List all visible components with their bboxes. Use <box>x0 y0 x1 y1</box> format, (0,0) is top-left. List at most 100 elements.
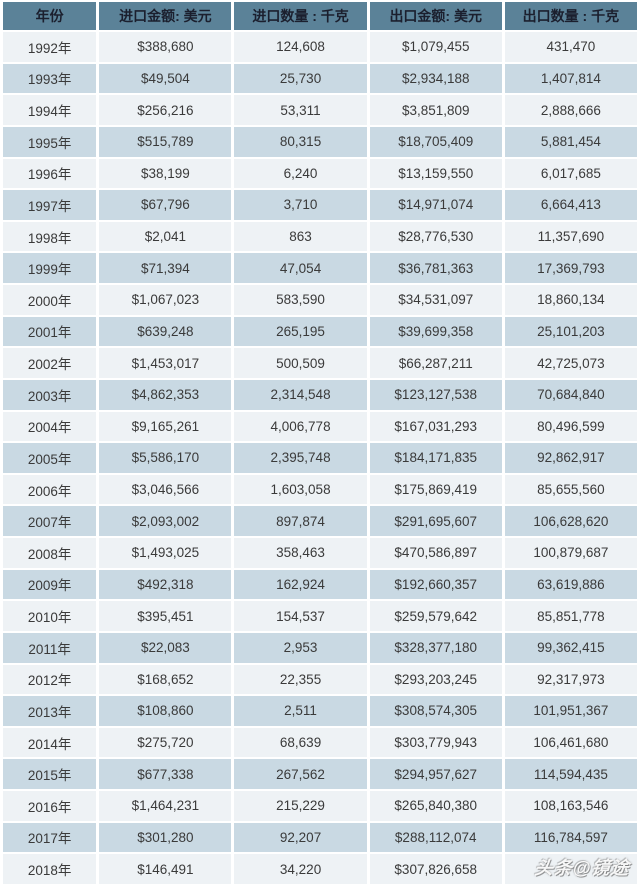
table-header: 年份 进口金额: 美元 进口数量 : 千克 出口金额: 美元 出口数量 : 千克 <box>3 2 637 30</box>
value-cell: 215,229 <box>234 791 367 821</box>
value-cell: 116,784,597 <box>504 822 637 853</box>
table-row: 2008年 $1,493,025 358,463 $470,586,897 100,87… <box>3 538 637 568</box>
table-row: 1995年 $515,789 80,315 $18,705,409 5,881,454 <box>3 126 637 157</box>
value-cell: $66,287,211 <box>369 348 502 378</box>
value-cell: $108,860 <box>99 696 232 726</box>
value-cell: 53,311 <box>234 95 367 125</box>
year-cell: 2006年 <box>3 474 97 505</box>
value-cell: $39,699,358 <box>369 316 502 347</box>
value-cell: 431,470 <box>504 32 637 62</box>
table-row: 1992年 $388,680 124,608 $1,079,455 431,470 <box>3 32 637 62</box>
column-header-1: 进口金额: 美元 <box>99 2 232 30</box>
value-cell: 63,619,886 <box>504 569 637 600</box>
value-cell: $2,041 <box>99 221 232 252</box>
table-row: 2010年 $395,451 154,537 $259,579,642 85,851,7… <box>3 601 637 631</box>
value-cell: $1,493,025 <box>99 538 232 568</box>
value-cell: 92,207 <box>234 822 367 853</box>
year-cell: 1995年 <box>3 126 97 157</box>
table-row: 2007年 $2,093,002 897,874 $291,695,607 106,62… <box>3 506 637 536</box>
year-cell: 1996年 <box>3 158 97 189</box>
value-cell: $328,377,180 <box>369 632 502 663</box>
value-cell: $3,046,566 <box>99 474 232 505</box>
value-cell: 2,395,748 <box>234 443 367 473</box>
value-cell: 106,461,680 <box>504 727 637 758</box>
table-row: 2000年 $1,067,023 583,590 $34,531,097 18,860,… <box>3 285 637 315</box>
value-cell: 2,511 <box>234 696 367 726</box>
value-cell: $175,869,419 <box>369 474 502 505</box>
column-header-2: 进口数量 : 千克 <box>234 2 367 30</box>
value-cell: $470,586,897 <box>369 538 502 568</box>
table-row: 2005年 $5,586,170 2,395,748 $184,171,835 92,8… <box>3 443 637 473</box>
value-cell: $303,779,943 <box>369 727 502 758</box>
value-cell: 2,888,666 <box>504 95 637 125</box>
header-row: 年份 进口金额: 美元 进口数量 : 千克 出口金额: 美元 出口数量 : 千克 <box>3 2 637 30</box>
table-row: 2016年 $1,464,231 215,229 $265,840,380 108,16… <box>3 791 637 821</box>
value-cell: $49,504 <box>99 63 232 94</box>
value-cell: 114,594,435 <box>504 759 637 789</box>
value-cell: 1,603,058 <box>234 474 367 505</box>
year-cell: 2017年 <box>3 822 97 853</box>
value-cell: $3,851,809 <box>369 95 502 125</box>
value-cell: 3,710 <box>234 190 367 220</box>
value-cell: 265,195 <box>234 316 367 347</box>
year-cell: 1998年 <box>3 221 97 252</box>
year-cell: 1999年 <box>3 253 97 283</box>
value-cell: 85,851,778 <box>504 601 637 631</box>
value-cell: 42,725,073 <box>504 348 637 378</box>
year-cell: 2014年 <box>3 727 97 758</box>
value-cell: $294,957,627 <box>369 759 502 789</box>
value-cell: $2,934,188 <box>369 63 502 94</box>
value-cell: 583,590 <box>234 285 367 315</box>
value-cell: $293,203,245 <box>369 664 502 695</box>
value-cell: $259,579,642 <box>369 601 502 631</box>
table-row: 1994年 $256,216 53,311 $3,851,809 2,888,666 <box>3 95 637 125</box>
year-cell: 2018年 <box>3 854 97 884</box>
value-cell: 154,537 <box>234 601 367 631</box>
value-cell: 4,006,778 <box>234 411 367 442</box>
value-cell: $301,280 <box>99 822 232 853</box>
value-cell <box>504 854 637 884</box>
value-cell: 897,874 <box>234 506 367 536</box>
value-cell: $9,165,261 <box>99 411 232 442</box>
value-cell: 99,362,415 <box>504 632 637 663</box>
table-row: 1998年 $2,041 863 $28,776,530 11,357,690 <box>3 221 637 252</box>
year-cell: 2002年 <box>3 348 97 378</box>
value-cell: $38,199 <box>99 158 232 189</box>
value-cell: 18,860,134 <box>504 285 637 315</box>
value-cell: $123,127,538 <box>369 379 502 410</box>
table-row: 1996年 $38,199 6,240 $13,159,550 6,017,685 <box>3 158 637 189</box>
year-cell: 2010年 <box>3 601 97 631</box>
value-cell: $168,652 <box>99 664 232 695</box>
table-row: 2001年 $639,248 265,195 $39,699,358 25,101,20… <box>3 316 637 347</box>
value-cell: $184,171,835 <box>369 443 502 473</box>
value-cell: 5,881,454 <box>504 126 637 157</box>
value-cell: 11,357,690 <box>504 221 637 252</box>
value-cell: $146,491 <box>99 854 232 884</box>
value-cell: 25,730 <box>234 63 367 94</box>
table-row: 2015年 $677,338 267,562 $294,957,627 114,594,… <box>3 759 637 789</box>
value-cell: 863 <box>234 221 367 252</box>
value-cell: 1,407,814 <box>504 63 637 94</box>
value-cell: $34,531,097 <box>369 285 502 315</box>
value-cell: $5,586,170 <box>99 443 232 473</box>
value-cell: 500,509 <box>234 348 367 378</box>
table-row: 1999年 $71,394 47,054 $36,781,363 17,369,793 <box>3 253 637 283</box>
table-row: 2011年 $22,083 2,953 $328,377,180 99,362,415 <box>3 632 637 663</box>
year-cell: 2011年 <box>3 632 97 663</box>
year-cell: 2001年 <box>3 316 97 347</box>
table-row: 2003年 $4,862,353 2,314,548 $123,127,538 70,6… <box>3 379 637 410</box>
value-cell: 47,054 <box>234 253 367 283</box>
value-cell: 108,163,546 <box>504 791 637 821</box>
table-row: 1993年 $49,504 25,730 $2,934,188 1,407,814 <box>3 63 637 94</box>
year-cell: 1997年 <box>3 190 97 220</box>
value-cell: $71,394 <box>99 253 232 283</box>
year-cell: 1993年 <box>3 63 97 94</box>
value-cell: $1,464,231 <box>99 791 232 821</box>
value-cell: $677,338 <box>99 759 232 789</box>
value-cell: $1,453,017 <box>99 348 232 378</box>
value-cell: $388,680 <box>99 32 232 62</box>
value-cell: $14,971,074 <box>369 190 502 220</box>
value-cell: $192,660,357 <box>369 569 502 600</box>
